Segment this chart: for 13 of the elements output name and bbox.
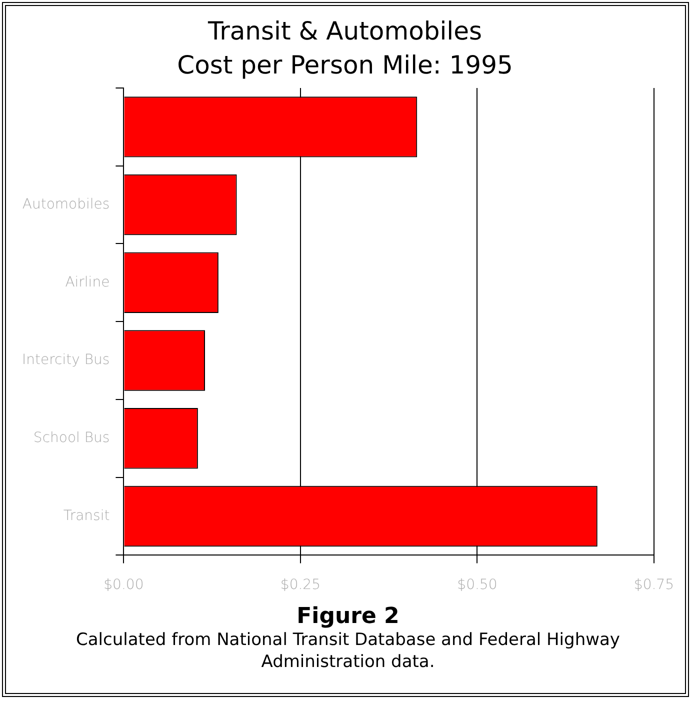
- y-tick-label: Automobiles: [22, 196, 110, 212]
- y-tick-label: School Bus: [33, 430, 110, 446]
- x-tick-label: $0.50: [457, 577, 498, 594]
- caption: Figure 2: [296, 604, 400, 629]
- chart-subtitle: Cost per Person Mile: 1995: [177, 50, 513, 80]
- x-tick-label: $0.25: [280, 577, 320, 594]
- text: Calculated from National Transit Database and Federal Highway Administration data.: [75, 629, 621, 673]
- y-tick-label: Transit: [63, 508, 110, 524]
- x-tick-label: $0.75: [634, 577, 674, 594]
- y-tick-label: Intercity Bus: [22, 352, 110, 368]
- y-tick-label: Airline: [65, 274, 110, 290]
- x-tick-label: $0.00: [104, 577, 144, 594]
- chart-title: Transit & Automobiles: [206, 16, 482, 46]
